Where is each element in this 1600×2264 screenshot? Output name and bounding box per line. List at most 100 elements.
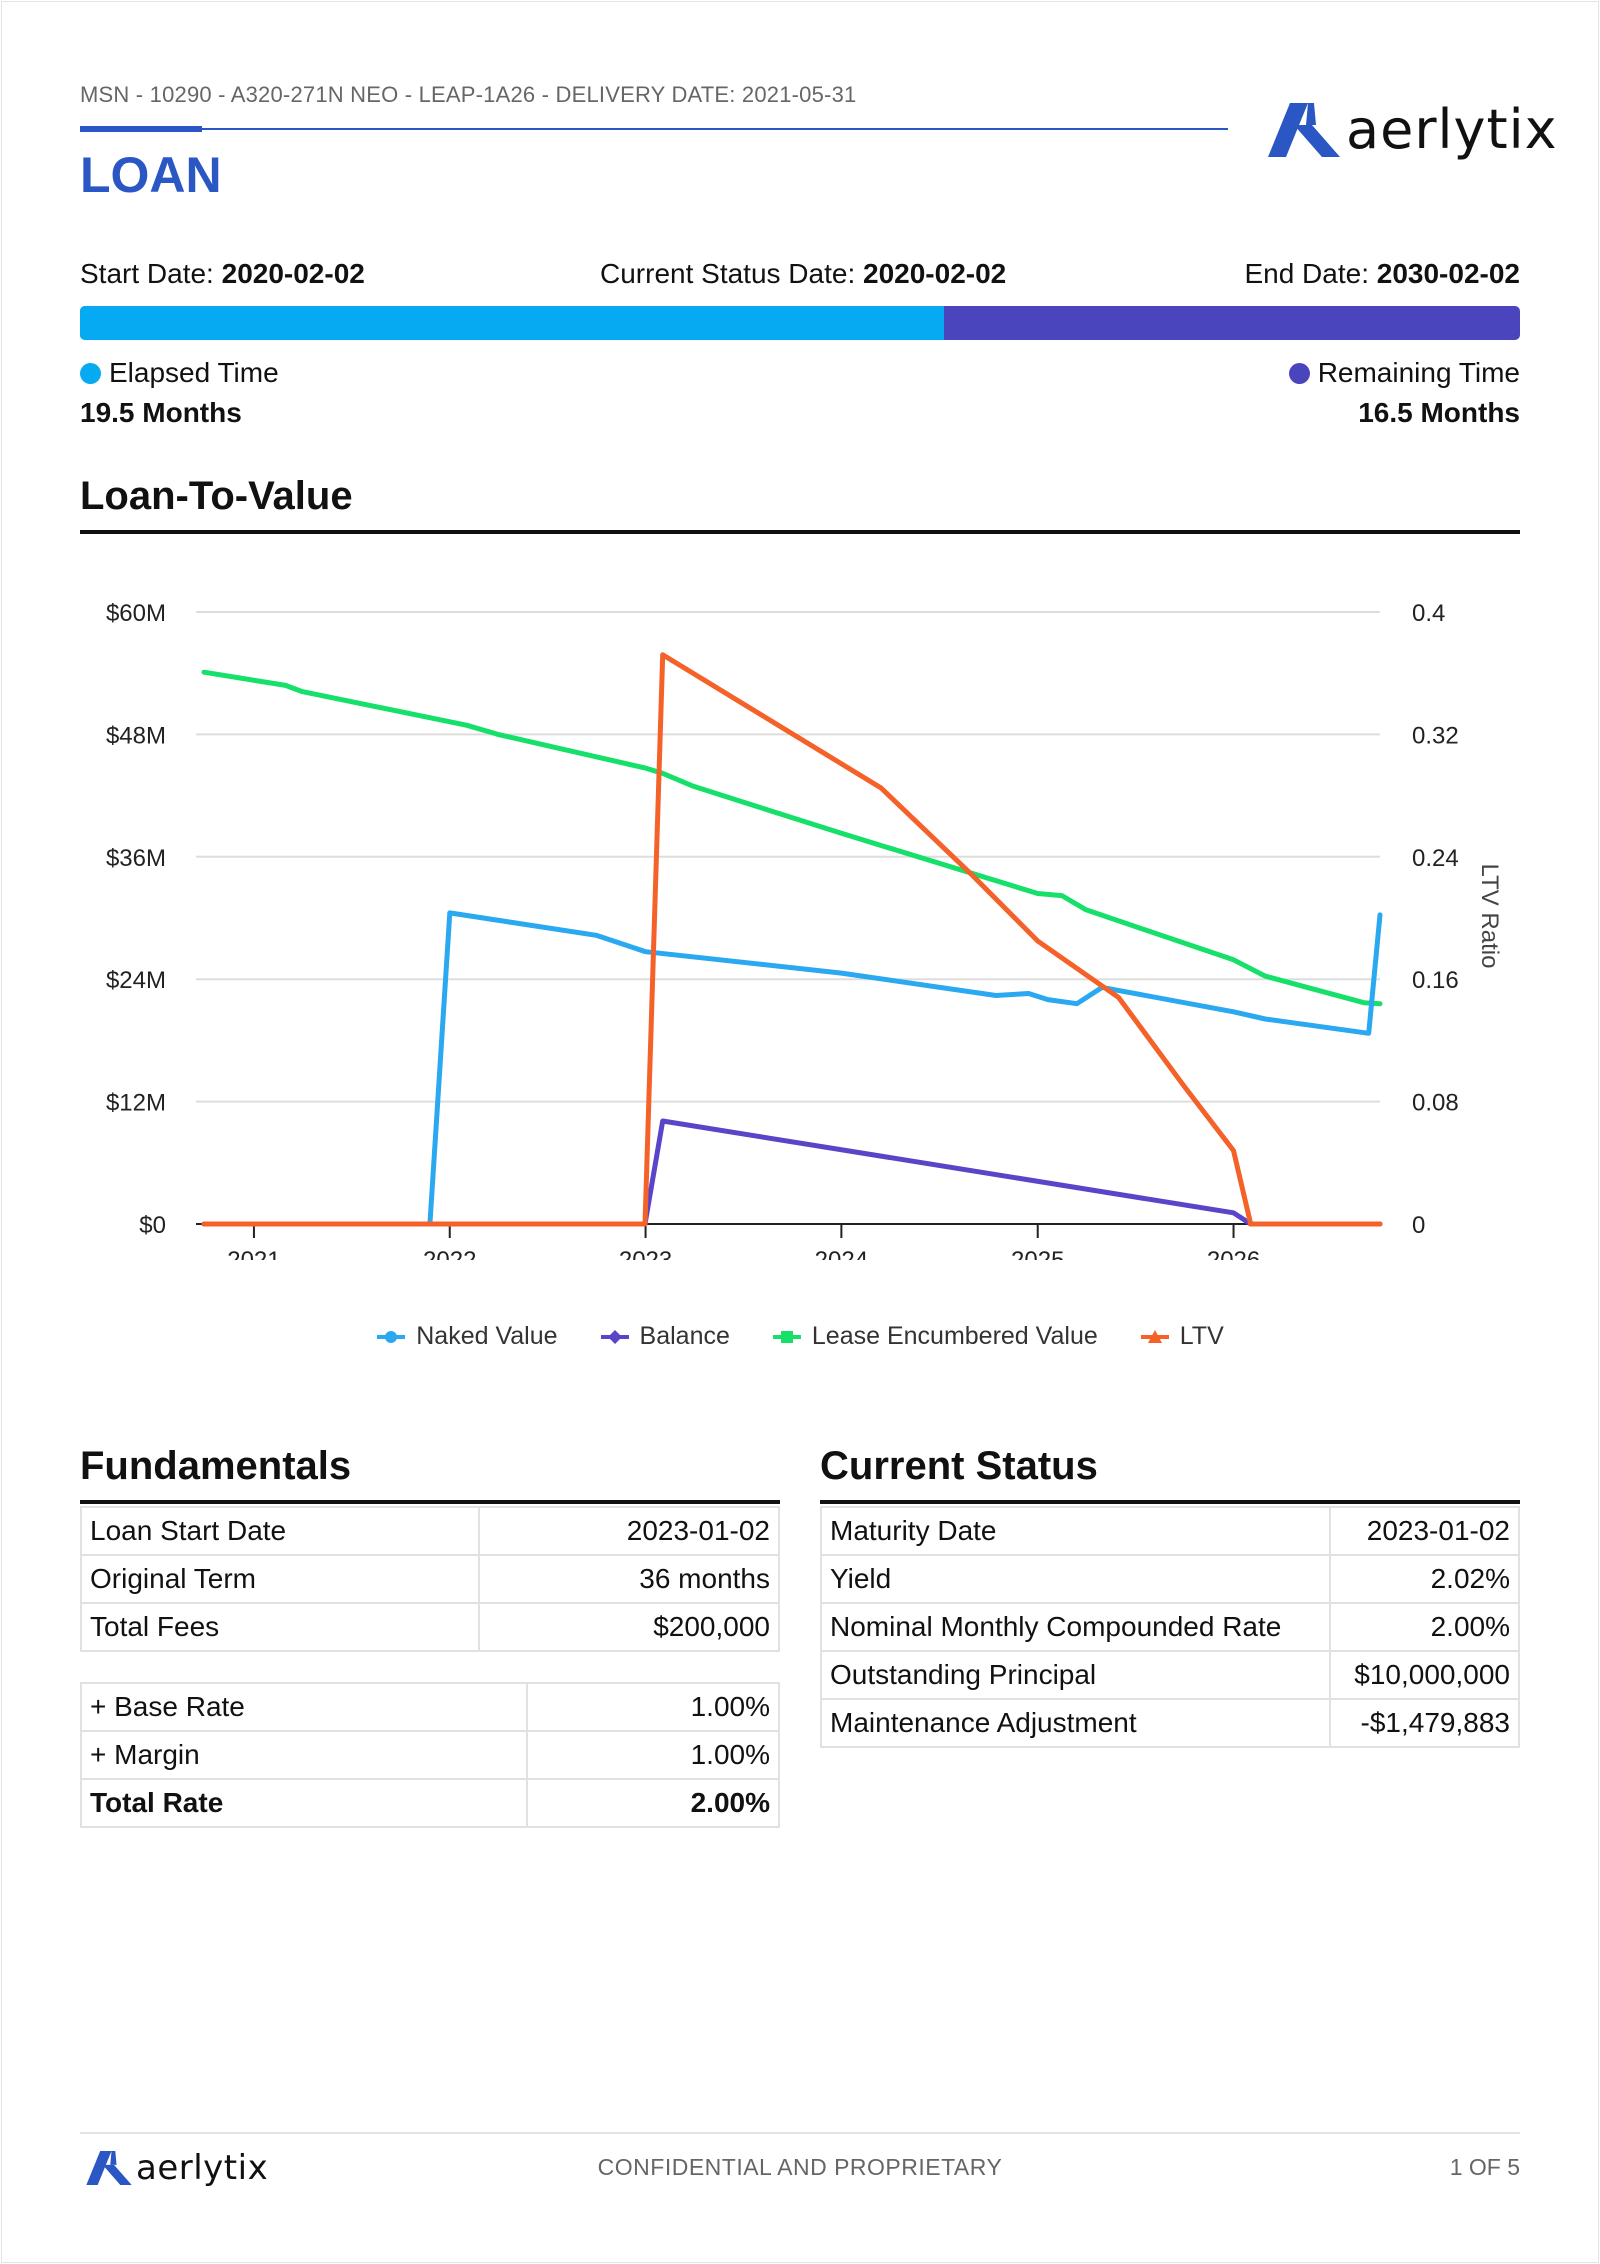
row-label: Nominal Monthly Compounded Rate	[819, 1602, 1332, 1652]
aerlytix-logo-mark-icon	[1268, 102, 1340, 157]
x-tick-label: 2022	[423, 1247, 476, 1260]
footer-logo-text: aerlytix	[136, 2148, 269, 2188]
table-row: + Margin 1.00%	[79, 1730, 780, 1780]
row-value: 1.00%	[526, 1682, 780, 1732]
table-row: Outstanding Principal $10,000,000	[819, 1650, 1520, 1700]
end-date: End Date: 2030-02-02	[1244, 258, 1520, 290]
legend-marker-icon	[377, 1330, 406, 1343]
table-row: Total Fees $200,000	[79, 1602, 780, 1652]
fundamentals-table: Loan Start Date 2023-01-02 Original Term 36…	[79, 1506, 780, 1652]
row-value: -$1,479,883	[1329, 1698, 1520, 1748]
current-status-rule	[820, 1500, 1520, 1504]
row-value: 1.00%	[526, 1730, 780, 1780]
legend-label: LTV	[1179, 1322, 1224, 1350]
row-value: 2023-01-02	[1329, 1506, 1520, 1556]
current-status-title: Current Status	[820, 1444, 1098, 1488]
start-date-value: 2020-02-02	[221, 258, 365, 289]
series-line-lease-encumbered-value	[201, 669, 1383, 1007]
remaining-time-legend: Remaining Time	[1288, 357, 1520, 389]
footer-aerlytix-logo: aerlytix	[86, 2148, 268, 2188]
page-number: 1 OF 5	[1449, 2154, 1520, 2180]
footer-logo-mark-icon	[86, 2151, 132, 2185]
footer-rule	[80, 2132, 1520, 2134]
page-title: LOAN	[80, 147, 222, 203]
ltv-section-rule	[80, 530, 1520, 534]
y2-axis-title: LTV Ratio	[1476, 864, 1503, 969]
legend-item[interactable]: Lease Encumbered Value	[772, 1322, 1098, 1351]
remaining-dot-icon	[1288, 363, 1310, 384]
x-tick-label: 2025	[1011, 1247, 1064, 1260]
row-label: Yield	[819, 1554, 1332, 1604]
loan-time-progress-bar	[80, 306, 1520, 340]
header-rule-accent	[80, 126, 202, 132]
aerlytix-logo-text: aerlytix	[1346, 98, 1558, 161]
y-tick-label: $24M	[106, 967, 166, 994]
y2-tick-label: 0	[1412, 1212, 1425, 1239]
y2-tick-label: 0.32	[1412, 722, 1459, 749]
row-label: + Base Rate	[79, 1682, 529, 1732]
y2-tick-label: 0.08	[1412, 1090, 1459, 1117]
legend-item[interactable]: Balance	[600, 1322, 730, 1351]
legend-label: Naked Value	[416, 1322, 558, 1350]
elapsed-time-value: 19.5 Months	[80, 397, 242, 428]
y-tick-label: $36M	[106, 845, 166, 872]
row-value: 2.00%	[526, 1778, 780, 1828]
legend-item[interactable]: Naked Value	[376, 1322, 558, 1351]
series-line-naked-value	[201, 910, 1383, 1227]
row-label: Outstanding Principal	[819, 1650, 1332, 1700]
table-row: Yield 2.02%	[819, 1554, 1520, 1604]
table-row: Loan Start Date 2023-01-02	[79, 1506, 780, 1556]
aircraft-meta: MSN - 10290 - A320-271N NEO - LEAP-1A26 …	[80, 82, 857, 107]
row-value: 2023-01-02	[478, 1506, 780, 1556]
legend-marker-icon	[1140, 1329, 1169, 1343]
confidential-notice: CONFIDENTIAL AND PROPRIETARY	[597, 2154, 1003, 2180]
legend-label: Balance	[639, 1322, 730, 1350]
row-label: Total Fees	[79, 1602, 481, 1652]
table-row: Nominal Monthly Compounded Rate 2.00%	[819, 1602, 1520, 1652]
legend-item[interactable]: LTV	[1140, 1322, 1224, 1351]
y-tick-label: $60M	[106, 600, 166, 627]
legend-marker-icon	[600, 1329, 629, 1344]
row-value: $10,000,000	[1329, 1650, 1520, 1700]
remaining-time-value: 16.5 Months	[1358, 397, 1520, 428]
legend-marker-icon	[772, 1330, 801, 1343]
row-label: Maintenance Adjustment	[819, 1698, 1332, 1748]
aerlytix-logo: aerlytix	[1268, 98, 1558, 161]
row-value: $200,000	[478, 1602, 780, 1652]
end-date-label: End Date:	[1244, 258, 1369, 289]
y2-tick-label: 0.24	[1412, 845, 1459, 872]
y2-tick-label: 0.16	[1412, 967, 1459, 994]
rate-table: + Base Rate 1.00% + Margin 1.00% Total Rate 2…	[79, 1682, 780, 1828]
current-status-table: Maturity Date 2023-01-02 Yield 2.02% Nominal…	[819, 1506, 1520, 1748]
x-tick-label: 2024	[815, 1247, 868, 1260]
chart-legend: Naked Value Balance Lease Encumbered Value…	[0, 1322, 1600, 1351]
loan-to-value-chart: $0 $12M $24M $36M $48M $60M 0 0.08 0.16 0.24 0.32 0…	[106, 600, 1503, 1260]
row-label: Original Term	[79, 1554, 481, 1604]
remaining-time-label: Remaining Time	[1317, 357, 1520, 388]
elapsed-time-fill	[80, 306, 944, 340]
y2-tick-label: 0.4	[1412, 600, 1445, 627]
current-status-date: Current Status Date: 2020-02-02	[600, 258, 1006, 290]
series-line-balance	[201, 1118, 1383, 1227]
x-tick-label: 2021	[227, 1247, 280, 1260]
elapsed-time-legend: Elapsed Time	[80, 357, 279, 389]
x-tick-label: 2026	[1207, 1247, 1260, 1260]
legend-label: Lease Encumbered Value	[811, 1322, 1098, 1350]
y-tick-label: $48M	[106, 722, 166, 749]
table-row: Total Rate 2.00%	[79, 1778, 780, 1828]
y-tick-label: $0	[139, 1212, 166, 1239]
row-label: Maturity Date	[819, 1506, 1332, 1556]
y-tick-label: $12M	[106, 1090, 166, 1117]
row-label: Total Rate	[79, 1778, 529, 1828]
start-date-label: Start Date:	[80, 258, 214, 289]
table-row: Maintenance Adjustment -$1,479,883	[819, 1698, 1520, 1748]
current-status-date-label: Current Status Date:	[600, 258, 856, 289]
header-rule	[80, 128, 1228, 130]
ltv-section-title: Loan-To-Value	[80, 474, 353, 518]
elapsed-time-label: Elapsed Time	[109, 357, 279, 388]
x-tick-label: 2023	[619, 1247, 672, 1260]
fundamentals-rule	[80, 1500, 780, 1504]
table-row: + Base Rate 1.00%	[79, 1682, 780, 1732]
start-date: Start Date: 2020-02-02	[80, 258, 365, 290]
